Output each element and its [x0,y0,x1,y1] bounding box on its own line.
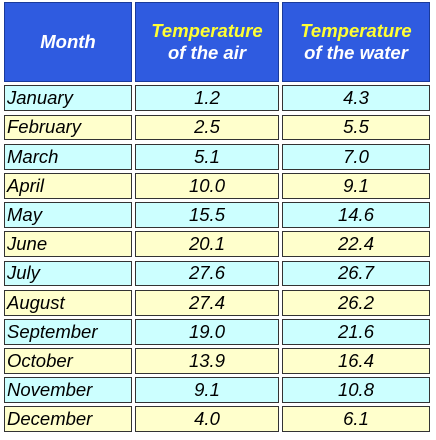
water-temp-cell: 26.7 [282,260,430,287]
header-air-line1: Temperature [151,20,263,41]
water-temp-cell: 9.1 [282,172,430,199]
month-cell: October [4,348,132,374]
water-temp-cell: 6.1 [282,406,430,433]
header-water-line2: of the water [304,42,408,63]
header-month-label: Month [40,31,96,52]
temperature-table: Month Temperature of the air Temperature… [4,2,434,438]
header-air-line2: of the air [167,42,247,63]
header-air-temperature: Temperature of the air [135,2,279,82]
air-temp-cell: 13.9 [135,348,279,374]
month-cell: May [4,202,132,228]
header-water-temperature: Temperature of the water [282,2,430,82]
water-temp-cell: 7.0 [282,143,430,170]
water-temp-cell: 22.4 [282,231,430,258]
air-temp-cell: 4.0 [135,406,279,433]
month-cell: June [4,231,132,258]
month-cell: December [4,406,132,433]
air-temp-cell: 1.2 [135,85,279,112]
header-water-line1: Temperature [300,20,412,41]
water-temp-cell: 26.2 [282,289,430,316]
header-month: Month [4,2,132,82]
air-temp-cell: 15.5 [135,202,279,228]
air-temp-cell: 20.1 [135,231,279,258]
air-temp-cell: 2.5 [135,114,279,141]
month-cell: November [4,377,132,404]
water-temp-cell: 16.4 [282,348,430,374]
table-grid: Month Temperature of the air Temperature… [4,2,433,433]
water-temp-cell: 10.8 [282,377,430,404]
month-cell: August [4,289,132,316]
month-cell: January [4,85,132,112]
water-temp-cell: 4.3 [282,85,430,112]
air-temp-cell: 27.4 [135,289,279,316]
air-temp-cell: 19.0 [135,318,279,345]
water-temp-cell: 5.5 [282,114,430,141]
air-temp-cell: 27.6 [135,260,279,287]
month-cell: March [4,143,132,170]
air-temp-cell: 10.0 [135,172,279,199]
air-temp-cell: 5.1 [135,143,279,170]
water-temp-cell: 14.6 [282,202,430,228]
air-temp-cell: 9.1 [135,377,279,404]
month-cell: April [4,172,132,199]
water-temp-cell: 21.6 [282,318,430,345]
month-cell: July [4,260,132,287]
month-cell: September [4,318,132,345]
month-cell: February [4,114,132,141]
